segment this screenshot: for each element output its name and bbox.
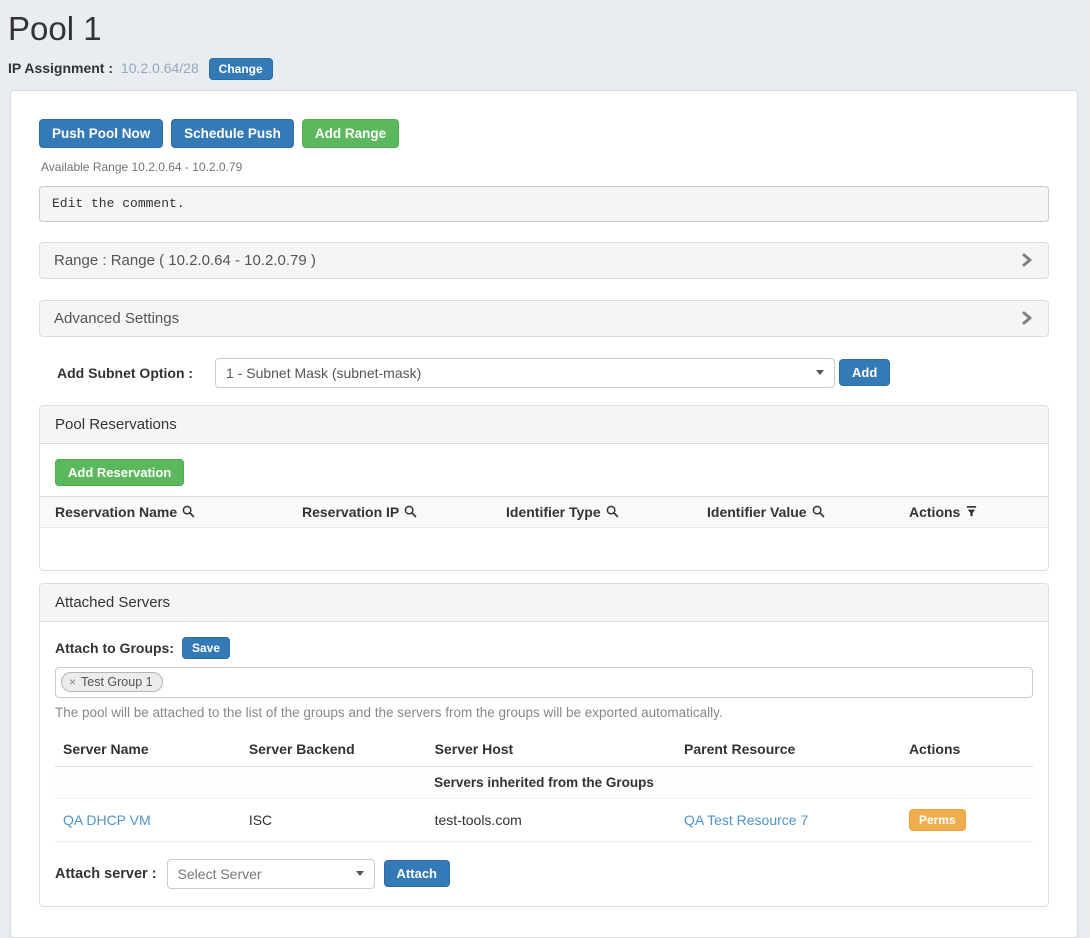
advanced-settings-accordion[interactable]: Advanced Settings — [39, 299, 1049, 337]
attach-server-label: Attach server : — [55, 865, 157, 882]
attached-servers-panel: Attached Servers Attach to Groups: Save … — [39, 582, 1049, 907]
inherited-servers-row: Servers inherited from the Groups — [55, 766, 1033, 799]
push-pool-now-button[interactable]: Push Pool Now — [39, 118, 164, 148]
reservations-table-header: Reservation Name Reservation IP — [40, 495, 1048, 528]
column-server-actions: Actions — [900, 731, 1033, 767]
attached-servers-heading: Attached Servers — [40, 583, 1048, 622]
caret-down-icon — [355, 871, 364, 877]
server-name-link[interactable]: QA DHCP VM — [63, 811, 151, 828]
perms-button[interactable]: Perms — [908, 808, 966, 831]
search-icon[interactable] — [812, 505, 825, 518]
attach-to-groups-label: Attach to Groups: — [55, 639, 174, 656]
server-row: QA DHCP VM ISC test-tools.com QA Test Re… — [55, 798, 1033, 842]
add-subnet-option-label: Add Subnet Option : — [57, 364, 194, 381]
column-reservation-ip: Reservation IP — [302, 504, 506, 520]
servers-table-header: Server Name Server Backend Server Host P… — [55, 731, 1033, 767]
caret-down-icon — [816, 370, 824, 376]
available-range-text: Available Range 10.2.0.64 - 10.2.0.79 — [41, 159, 243, 174]
subnet-option-selected-value: 1 - Subnet Mask (subnet-mask) — [226, 364, 422, 381]
pool-panel: Push Pool Now Schedule Push Add Range Av… — [10, 89, 1078, 938]
ip-assignment-value: 10.2.0.64/28 — [120, 59, 199, 76]
groups-tag-input[interactable]: × Test Group 1 — [55, 666, 1033, 698]
column-reservation-name: Reservation Name — [55, 504, 302, 520]
ip-assignment-label: IP Assignment : — [8, 59, 114, 76]
server-backend-cell: ISC — [240, 798, 427, 842]
schedule-push-button[interactable]: Schedule Push — [171, 118, 294, 148]
filter-icon[interactable] — [965, 505, 978, 518]
pool-reservations-heading: Pool Reservations — [40, 405, 1048, 444]
chevron-right-icon — [1020, 311, 1034, 325]
advanced-settings-label: Advanced Settings — [54, 309, 180, 327]
attached-servers-body: Attach to Groups: Save × Test Group 1 Th… — [40, 622, 1048, 906]
group-tag: × Test Group 1 — [61, 672, 163, 693]
remove-tag-icon[interactable]: × — [69, 675, 77, 690]
add-subnet-option-button[interactable]: Add — [839, 359, 891, 387]
pool-reservations-panel: Pool Reservations Add Reservation Reserv… — [39, 404, 1049, 571]
add-range-button[interactable]: Add Range — [301, 118, 400, 148]
range-accordion[interactable]: Range : Range ( 10.2.0.64 - 10.2.0.79 ) — [39, 241, 1049, 279]
chevron-right-icon — [1020, 253, 1034, 267]
column-identifier-value: Identifier Value — [707, 504, 909, 520]
column-actions: Actions — [909, 504, 1029, 520]
reservations-empty-body — [40, 528, 1048, 570]
attach-server-select[interactable]: Select Server — [166, 858, 375, 889]
column-server-name: Server Name — [55, 731, 241, 767]
save-groups-button[interactable]: Save — [182, 636, 231, 659]
page-title: Pool 1 — [8, 10, 102, 47]
column-parent-resource: Parent Resource — [676, 731, 901, 767]
pool-reservations-body: Add Reservation Reservation Name Reserva… — [40, 444, 1048, 570]
attach-server-selected-value: Select Server — [177, 865, 262, 882]
ip-assignment-line: IP Assignment : 10.2.0.64/28 Change — [8, 57, 1080, 80]
parent-resource-link[interactable]: QA Test Resource 7 — [684, 811, 809, 828]
attach-server-row: Attach server : Select Server Attach — [55, 858, 1033, 889]
column-identifier-type: Identifier Type — [506, 504, 707, 520]
pool-toolbar: Push Pool Now Schedule Push Add Range — [39, 118, 1049, 148]
column-server-host: Server Host — [426, 731, 676, 767]
add-subnet-option-row: Add Subnet Option : 1 - Subnet Mask (sub… — [57, 357, 1049, 388]
range-accordion-label: Range : Range ( 10.2.0.64 - 10.2.0.79 ) — [54, 251, 316, 269]
change-ip-button[interactable]: Change — [208, 57, 273, 80]
comment-box[interactable]: Edit the comment. — [39, 185, 1049, 222]
column-server-backend: Server Backend — [240, 731, 427, 767]
inherited-servers-label: Servers inherited from the Groups — [55, 766, 1033, 799]
add-reservation-button[interactable]: Add Reservation — [55, 458, 185, 486]
groups-help-text: The pool will be attached to the list of… — [55, 704, 723, 720]
group-tag-label: Test Group 1 — [81, 675, 153, 690]
server-host-cell: test-tools.com — [426, 798, 676, 842]
search-icon[interactable] — [606, 505, 619, 518]
attach-server-button[interactable]: Attach — [383, 860, 450, 888]
reservations-table: Reservation Name Reservation IP — [40, 495, 1048, 570]
search-icon[interactable] — [182, 505, 195, 518]
servers-table: Server Name Server Backend Server Host P… — [55, 731, 1033, 842]
attach-to-groups-row: Attach to Groups: Save — [55, 636, 1033, 659]
search-icon[interactable] — [404, 505, 417, 518]
subnet-option-select[interactable]: 1 - Subnet Mask (subnet-mask) — [215, 357, 835, 388]
